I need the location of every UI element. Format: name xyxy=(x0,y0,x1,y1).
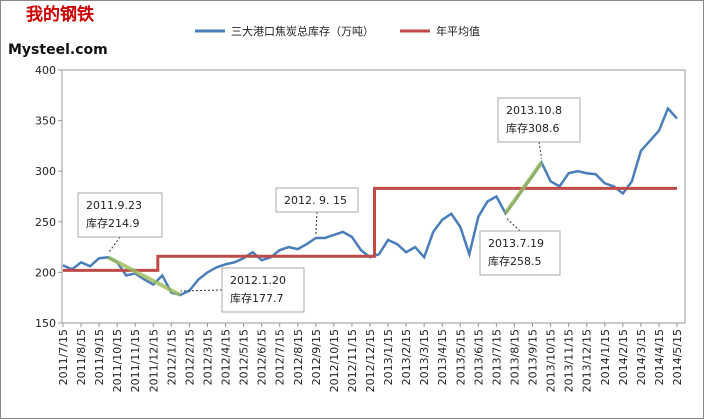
annotation-text: 库存308.6 xyxy=(506,121,560,135)
annotation-text: 库存258.5 xyxy=(488,254,542,268)
annotation-box xyxy=(221,267,305,313)
x-tick-label: 2013/1/15 xyxy=(382,329,395,385)
y-tick-label: 250 xyxy=(35,216,56,229)
x-tick-label: 2012/7/15 xyxy=(274,329,287,385)
x-tick-label: 2012/4/15 xyxy=(220,329,233,385)
x-tick-label: 2012/1/15 xyxy=(165,329,178,385)
annotation-arrow xyxy=(538,141,543,159)
annotation-text: 库存214.9 xyxy=(86,216,140,230)
annotation-box xyxy=(479,230,561,276)
y-tick-label: 300 xyxy=(35,165,56,178)
annotation-text: 2013.7.19 xyxy=(488,237,544,250)
x-tick-label: 2013/10/15 xyxy=(545,329,558,392)
series-line xyxy=(63,186,677,272)
annotations: 2011.9.23 库存214.9 2012.1.20 库存177.7 2012. 9.… xyxy=(77,97,581,313)
x-tick-label: 2013/6/15 xyxy=(472,329,485,385)
x-tick-label: 2011/7/15 xyxy=(57,329,70,385)
x-tick-label: 2012/9/15 xyxy=(310,329,323,385)
x-tick-label: 2013/9/15 xyxy=(527,329,540,385)
y-tick-label: 350 xyxy=(35,115,56,128)
x-tick-label: 2012/8/15 xyxy=(292,329,305,385)
annotation-text: 2012.1.20 xyxy=(230,274,286,287)
annotation-box xyxy=(497,97,581,143)
x-tick-label: 2011/10/15 xyxy=(111,329,124,392)
y-tick-label: 400 xyxy=(35,64,56,77)
y-tick-label: 200 xyxy=(35,266,56,279)
x-tick-label: 2014/2/15 xyxy=(617,329,630,385)
x-tick-label: 2012/12/15 xyxy=(364,329,377,392)
x-tick-label: 2013/2/15 xyxy=(400,329,413,385)
x-tick-label: 2012/6/15 xyxy=(256,329,269,385)
x-tick-label: 2011/9/15 xyxy=(93,329,106,385)
x-tick-label: 2013/12/15 xyxy=(581,329,594,392)
y-tick-label: 150 xyxy=(35,317,56,330)
legend-label: 三大港口焦炭总库存（万吨） xyxy=(231,24,374,38)
annotation-arrow xyxy=(505,216,521,232)
annotation-text: 2011.9.23 xyxy=(86,199,142,212)
x-tick-label: 2012/11/15 xyxy=(346,329,359,392)
annotation-arrow xyxy=(107,236,121,254)
x-tick-label: 2014/5/15 xyxy=(671,329,684,385)
x-tick-label: 2013/3/15 xyxy=(418,329,431,385)
x-tick-label: 2013/8/15 xyxy=(508,329,521,385)
annotation-text: 库存177.7 xyxy=(230,291,284,305)
x-tick-label: 2014/3/15 xyxy=(635,329,648,385)
annotation-box xyxy=(77,192,163,238)
x-tick-label: 2012/3/15 xyxy=(201,329,214,385)
logo-mark: 我的钢铁 xyxy=(26,4,94,25)
x-tick-label: 2013/7/15 xyxy=(490,329,503,385)
annotation-text: 2013.10.8 xyxy=(506,104,562,117)
annotation-box xyxy=(275,187,359,213)
trend-arrow xyxy=(503,161,544,215)
x-tick-label: 2012/2/15 xyxy=(183,329,196,385)
logo-site: Mysteel.com xyxy=(8,42,108,58)
x-tick-label: 2011/8/15 xyxy=(75,329,88,385)
legend-label: 年平均值 xyxy=(436,24,480,38)
x-tick-label: 2011/12/15 xyxy=(147,329,160,392)
trend-arrow xyxy=(107,255,182,297)
x-tick-label: 2013/5/15 xyxy=(454,329,467,385)
x-tick-label: 2014/1/15 xyxy=(599,329,612,385)
x-tick-label: 2014/4/15 xyxy=(653,329,666,385)
plot-area xyxy=(61,69,686,324)
x-tick-label: 2013/4/15 xyxy=(436,329,449,385)
annotation-text: 2012. 9. 15 xyxy=(284,194,347,207)
x-tick-label: 2013/11/15 xyxy=(563,329,576,392)
x-tick-label: 2012/10/15 xyxy=(328,329,341,392)
x-tick-label: 2012/5/15 xyxy=(238,329,251,385)
x-tick-label: 2011/11/15 xyxy=(129,329,142,392)
annotation-arrow xyxy=(180,289,223,292)
